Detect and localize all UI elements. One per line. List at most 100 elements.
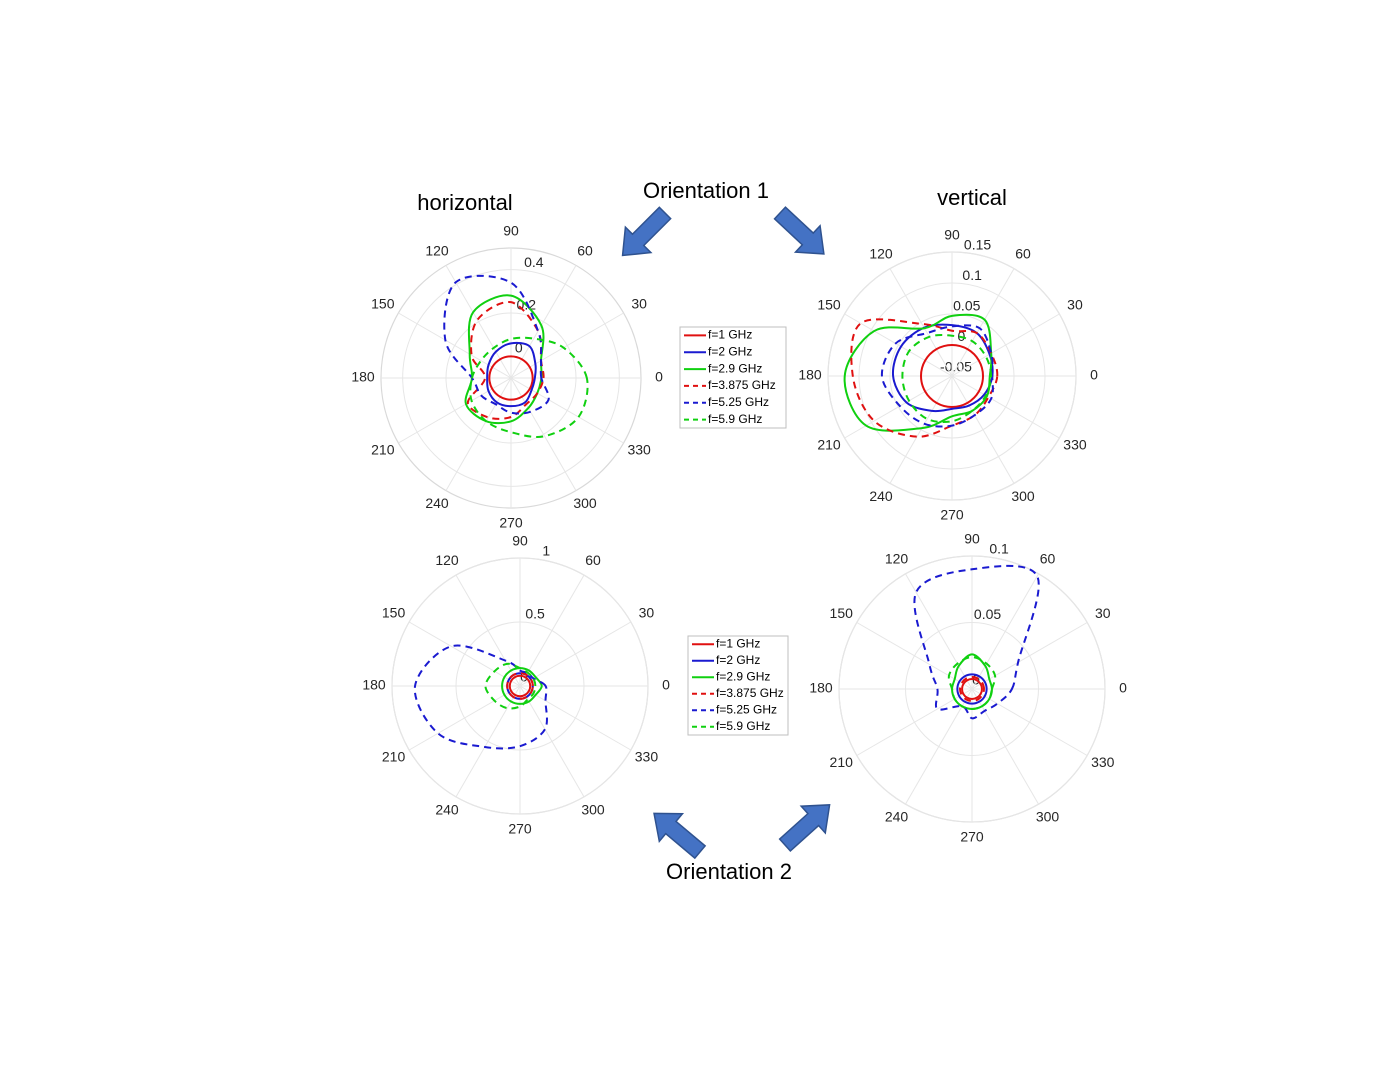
series-line [484, 662, 537, 710]
theta-tick-label: 120 [885, 551, 909, 567]
r-tick-label: 0.15 [964, 237, 991, 253]
series-line [880, 324, 994, 428]
legend-label: f=5.9 GHz [708, 412, 762, 426]
theta-tick-label: 120 [425, 242, 449, 258]
theta-tick-label: 150 [830, 605, 854, 621]
theta-tick-label: 240 [885, 809, 909, 825]
theta-tick-label: 210 [371, 442, 395, 458]
theta-tick-label: 330 [635, 749, 659, 765]
theta-tick-label: 150 [382, 605, 406, 621]
legend-label: f=3.875 GHz [708, 378, 776, 392]
series-line [913, 564, 1040, 720]
r-tick-label: 0.1 [989, 541, 1009, 557]
spoke [408, 685, 521, 751]
series-line [947, 656, 997, 710]
legend-label: f=1 GHz [708, 328, 752, 342]
theta-tick-label: 0 [655, 369, 663, 385]
r-tick-label: 0.05 [953, 298, 980, 314]
arrow [773, 206, 825, 255]
theta-tick-label: 180 [809, 680, 833, 696]
theta-tick-label: 90 [964, 531, 980, 547]
theta-tick-label: 270 [499, 515, 523, 531]
spoke [398, 377, 512, 444]
theta-tick-label: 60 [585, 552, 601, 568]
theta-tick-label: 90 [503, 223, 519, 239]
theta-tick-label: 120 [869, 245, 893, 261]
theta-tick-label: 60 [1015, 245, 1031, 261]
spoke [856, 688, 973, 756]
legend-label: f=1 GHz [716, 636, 760, 650]
legend-label: f=2.9 GHz [716, 669, 770, 683]
theta-tick-label: 60 [1040, 551, 1056, 567]
theta-tick-label: 330 [1091, 754, 1115, 770]
legend-label: f=3.875 GHz [716, 686, 784, 700]
theta-tick-label: 210 [817, 437, 841, 453]
series-line [956, 673, 988, 705]
spoke [951, 375, 1060, 439]
theta-tick-label: 270 [940, 507, 964, 523]
legend-box [687, 635, 789, 736]
spoke [951, 375, 1015, 484]
spoke [519, 685, 632, 751]
r-tick-label: 0.1 [962, 267, 982, 283]
arrow [778, 804, 831, 853]
theta-tick-label: 330 [627, 442, 651, 458]
spoke [951, 268, 1015, 377]
theta-tick-label: 30 [1095, 605, 1111, 621]
spoke [844, 375, 953, 439]
legend-label: f=2 GHz [708, 344, 752, 358]
theta-tick-label: 300 [1036, 809, 1060, 825]
chart-title: horizontal [417, 190, 512, 215]
spoke [519, 685, 585, 798]
series-line [508, 674, 532, 698]
theta-tick-label: 270 [508, 821, 532, 837]
series-line [413, 644, 548, 750]
spoke [905, 688, 973, 805]
theta-tick-label: 30 [631, 296, 647, 312]
series-line [506, 672, 534, 700]
r-tick-label: 0.5 [525, 606, 545, 622]
theta-tick-label: 270 [960, 829, 984, 845]
series-line [961, 678, 983, 700]
spoke [905, 573, 973, 690]
spoke [455, 685, 521, 798]
r-tick-label: 0.4 [524, 254, 544, 270]
theta-tick-label: 120 [435, 552, 459, 568]
theta-tick-label: 180 [362, 677, 386, 693]
theta-tick-label: 60 [577, 242, 593, 258]
series-line [901, 334, 993, 424]
theta-tick-label: 180 [798, 367, 822, 383]
theta-tick-label: 240 [435, 801, 459, 817]
series-line [959, 676, 985, 702]
theta-tick-label: 210 [830, 754, 854, 770]
theta-tick-label: 30 [639, 605, 655, 621]
r-tick-label: 0 [515, 339, 523, 355]
arrow [621, 206, 672, 257]
spoke [398, 312, 512, 379]
annotation: Orientation 2 [666, 859, 792, 884]
r-tick-label: 0.05 [974, 606, 1001, 622]
series-line [919, 343, 985, 409]
legend-label: f=5.25 GHz [708, 395, 769, 409]
theta-tick-label: 90 [512, 533, 528, 549]
spoke [951, 313, 1060, 377]
series-line [850, 318, 999, 438]
r-tick-label: -0.05 [940, 359, 972, 375]
theta-tick-label: 240 [425, 495, 449, 511]
theta-tick-label: 30 [1067, 297, 1083, 313]
spoke [510, 377, 624, 444]
spoke [856, 622, 973, 690]
theta-tick-label: 0 [662, 677, 670, 693]
series-line [501, 667, 543, 705]
spoke [889, 268, 953, 377]
theta-tick-label: 90 [944, 227, 960, 243]
theta-tick-label: 0 [1090, 367, 1098, 383]
spoke [510, 377, 577, 491]
theta-tick-label: 150 [371, 296, 395, 312]
spoke [455, 574, 521, 687]
spoke [971, 622, 1088, 690]
spoke [889, 375, 953, 484]
theta-tick-label: 240 [869, 488, 893, 504]
spoke [445, 377, 512, 491]
